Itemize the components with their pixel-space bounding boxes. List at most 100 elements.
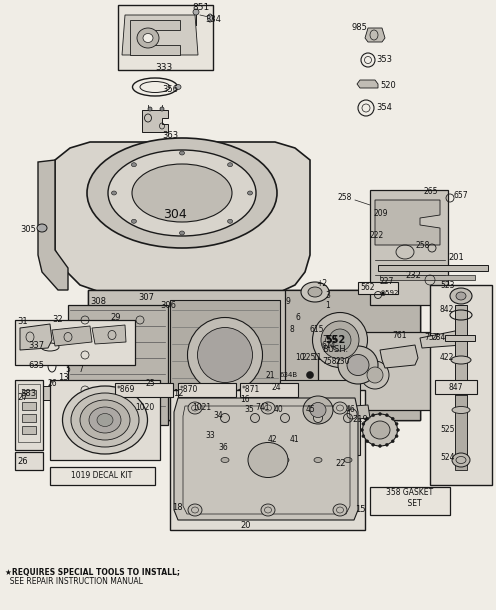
Text: BUSH.: BUSH. [322,345,348,354]
Ellipse shape [188,402,202,414]
Text: 334: 334 [205,15,221,24]
Text: 1: 1 [325,301,330,309]
Bar [435,380,477,394]
Bar [285,290,420,420]
Ellipse shape [372,443,374,447]
Ellipse shape [62,386,147,454]
Text: 201: 201 [448,254,464,262]
Polygon shape [20,324,52,350]
Ellipse shape [187,317,262,392]
Ellipse shape [312,312,368,367]
Ellipse shape [131,219,136,223]
Ellipse shape [87,138,277,248]
Polygon shape [38,160,68,290]
Bar [15,380,43,450]
Bar [430,285,492,485]
Ellipse shape [363,414,397,446]
Text: ★REQUIRES SPECIAL TOOLS TO INSTALL;: ★REQUIRES SPECIAL TOOLS TO INSTALL; [5,567,180,576]
Text: 36: 36 [218,442,228,451]
Ellipse shape [131,163,136,167]
Ellipse shape [261,504,275,516]
Ellipse shape [456,292,466,300]
Polygon shape [55,142,310,292]
Ellipse shape [361,361,389,389]
Ellipse shape [367,367,383,383]
Bar [170,390,365,530]
Text: 758: 758 [322,357,336,367]
Ellipse shape [333,504,347,516]
Text: 383: 383 [20,390,36,398]
Text: 26: 26 [47,378,57,387]
Text: 222: 222 [370,231,384,240]
Text: 851: 851 [192,4,209,12]
Text: 363: 363 [162,132,178,140]
Bar [370,190,448,305]
Bar [358,282,398,294]
Bar [50,380,160,460]
Ellipse shape [344,458,352,462]
Text: 422: 422 [440,354,454,362]
Ellipse shape [89,407,121,433]
Text: 7: 7 [78,365,83,375]
Bar [118,5,213,70]
Text: 307: 307 [138,293,154,303]
Bar [15,452,43,470]
Bar [280,380,360,455]
Ellipse shape [365,57,372,63]
Bar [22,402,36,410]
Ellipse shape [160,107,164,111]
Ellipse shape [132,164,232,222]
Ellipse shape [250,414,259,423]
Bar [455,305,467,465]
Text: 45: 45 [306,406,316,415]
Text: 562: 562 [360,284,374,293]
Text: 842: 842 [440,306,454,315]
Text: 26: 26 [17,458,28,467]
Ellipse shape [303,396,333,424]
Text: 759: 759 [322,336,337,345]
Ellipse shape [452,406,470,414]
Polygon shape [142,110,168,132]
Text: 8: 8 [290,326,295,334]
Text: 258: 258 [338,193,352,201]
Ellipse shape [221,458,229,462]
Polygon shape [122,15,198,55]
Text: 6: 6 [295,314,300,323]
Text: 232: 232 [405,270,421,279]
Text: 10: 10 [295,354,305,362]
Text: 15: 15 [355,506,366,514]
Text: 20: 20 [240,520,250,529]
Text: 358 GASKET
    SET: 358 GASKET SET [386,488,434,508]
Text: 225: 225 [302,354,316,362]
Ellipse shape [344,414,353,423]
Ellipse shape [366,440,369,443]
Polygon shape [340,405,370,420]
Polygon shape [375,200,440,245]
Ellipse shape [143,34,153,43]
Text: 337: 337 [28,340,44,350]
Ellipse shape [338,346,378,384]
Text: 524: 524 [440,453,454,462]
Text: 27: 27 [17,392,28,401]
Text: 520: 520 [380,81,396,90]
Text: 22: 22 [335,459,346,467]
Text: 306: 306 [160,301,176,309]
Text: 219: 219 [352,415,368,425]
Ellipse shape [395,422,398,425]
Ellipse shape [362,434,365,437]
Text: 16: 16 [240,395,249,404]
Text: 741: 741 [255,403,269,412]
Text: 552: 552 [325,335,345,345]
Ellipse shape [333,402,347,414]
Text: 24: 24 [272,384,282,392]
Ellipse shape [372,414,374,417]
Text: ◉592: ◉592 [380,289,399,295]
Text: 3: 3 [325,290,330,300]
Bar [318,332,448,410]
Bar [35,386,57,400]
Text: 761: 761 [392,331,407,340]
Ellipse shape [221,414,230,423]
Ellipse shape [71,393,139,447]
Text: 227: 227 [380,278,394,287]
Ellipse shape [248,442,288,478]
